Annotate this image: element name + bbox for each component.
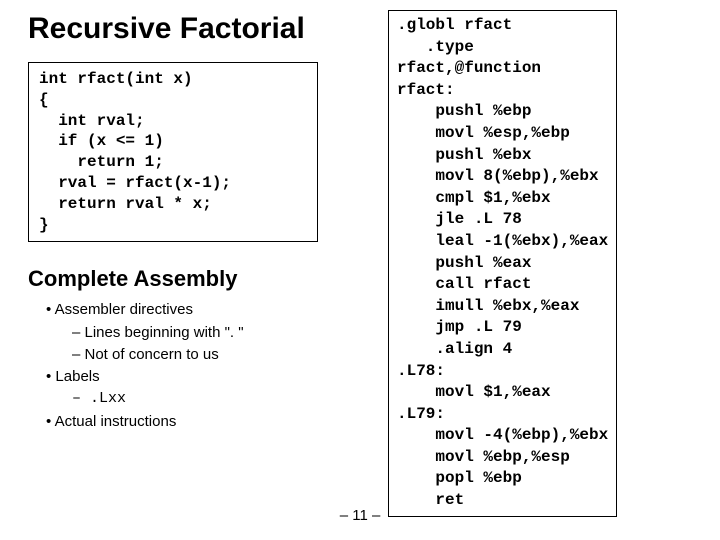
c-code-box: int rfact(int x) { int rval; if (x <= 1)…: [28, 62, 318, 242]
assembly-code-box: .globl rfact .type rfact,@function rfact…: [388, 10, 617, 517]
page-number: – 11 –: [0, 507, 720, 524]
